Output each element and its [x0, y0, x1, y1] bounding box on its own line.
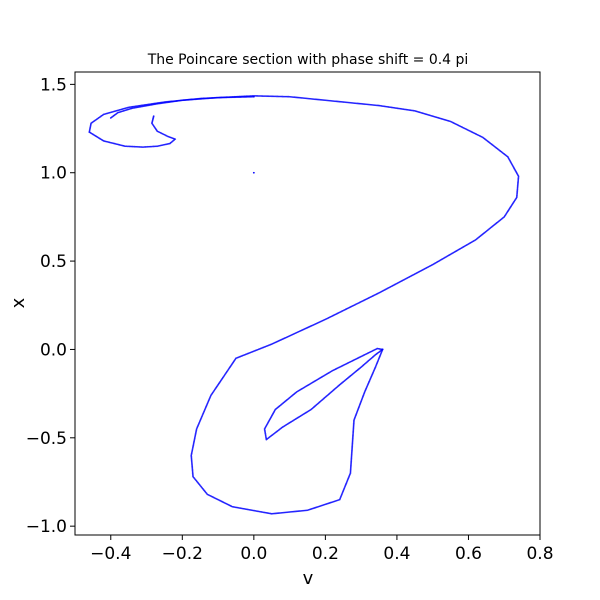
x-tick-label: 0.4 [383, 544, 410, 564]
x-tick-label: −0.2 [162, 544, 203, 564]
y-tick-label: 0.5 [40, 252, 67, 272]
y-tick-label: −1.0 [26, 517, 67, 537]
x-axis-ticks: −0.4 −0.2 0.0 0.2 0.4 0.6 0.8 [90, 535, 554, 564]
y-axis-ticks: −1.0 −0.5 0.0 0.5 1.0 1.5 [26, 75, 75, 537]
x-tick-label: 0.0 [240, 544, 267, 564]
x-tick-label: −0.4 [90, 544, 131, 564]
y-tick-label: 1.0 [40, 164, 67, 184]
plot-frame [74, 71, 541, 536]
x-tick-label: 0.6 [455, 544, 482, 564]
data-point [252, 171, 255, 174]
x-tick-label: 0.2 [312, 544, 339, 564]
y-tick-label: −0.5 [26, 429, 67, 449]
scatter-points [88, 94, 520, 515]
y-axis-label: x [8, 297, 29, 308]
data-point [252, 95, 255, 98]
series-0 [88, 94, 520, 515]
chart-title: The Poincare section with phase shift = … [147, 52, 469, 68]
x-axis-label: v [303, 568, 314, 589]
y-tick-label: 1.5 [40, 75, 67, 95]
x-tick-label: 0.8 [526, 544, 553, 564]
series-1 [109, 95, 255, 119]
series-2 [252, 171, 255, 174]
data-point [381, 348, 384, 351]
y-tick-label: 0.0 [40, 340, 67, 360]
